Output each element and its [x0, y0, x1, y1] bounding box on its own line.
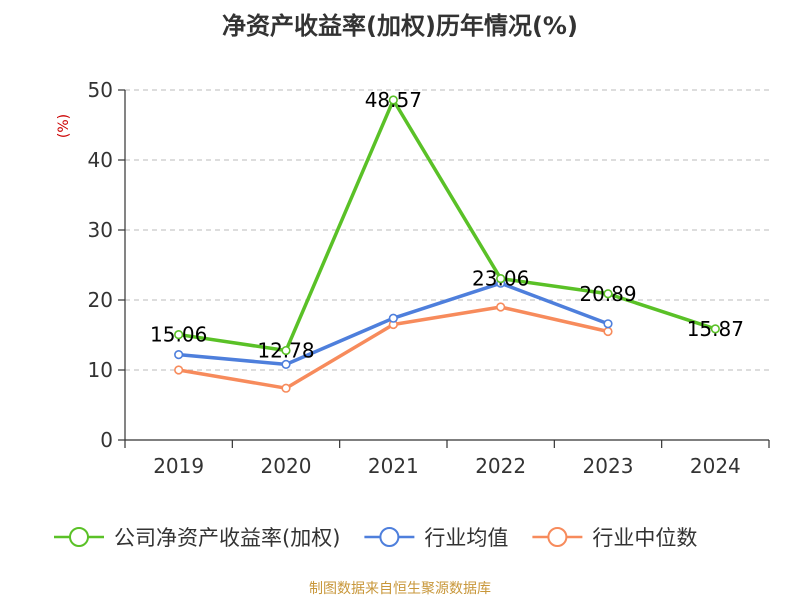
x-tick-label: 2021	[368, 454, 419, 478]
data-point	[388, 95, 398, 105]
data-label: 15.06	[150, 323, 207, 347]
x-tick-label: 2019	[153, 454, 204, 478]
series-line	[178, 98, 716, 353]
data-point	[281, 345, 291, 356]
data-point	[496, 273, 506, 284]
legend-label: 行业中位数	[592, 526, 697, 550]
grid-lines	[125, 89, 769, 371]
data-point	[281, 359, 291, 370]
data-point	[281, 383, 291, 393]
data-point	[174, 329, 184, 340]
data-label: 12.78	[257, 339, 314, 363]
axes: 0 10 20 30 40 50 2019 2020 2021 2022 2023 2024	[88, 78, 770, 478]
y-tick-label: 0	[100, 428, 113, 452]
chart-title: 净资产收益率(加权)历年情况(%)	[222, 12, 578, 40]
legend-label: 公司净资产收益率(加权)	[114, 526, 340, 550]
source-footer: 制图数据来自恒生聚源数据库	[309, 581, 491, 597]
y-tick-label: 10	[88, 358, 113, 382]
legend-marker	[379, 527, 400, 547]
data-point	[603, 319, 613, 329]
data-label: 23.06	[472, 267, 529, 291]
data-label: 48.57	[365, 88, 422, 112]
series-lines	[174, 95, 720, 393]
data-point	[174, 365, 184, 375]
x-tick-label: 2022	[475, 454, 526, 478]
data-label: 15.87	[687, 317, 744, 341]
data-label: 20.89	[579, 282, 636, 306]
data-point	[174, 350, 184, 360]
data-point	[388, 313, 398, 323]
legend: 公司净资产收益率(加权) 行业均值 行业中位数	[54, 526, 697, 550]
y-axis-label: (%)	[56, 114, 72, 138]
y-tick-label: 50	[88, 78, 113, 102]
data-point	[496, 302, 506, 312]
data-point	[603, 326, 613, 337]
data-point	[603, 289, 613, 299]
legend-marker	[69, 527, 89, 547]
x-tick-label: 2024	[690, 454, 741, 478]
legend-marker	[547, 527, 568, 547]
data-labels: 15.06 12.78 48.57 23.06 20.89 15.87	[150, 88, 744, 363]
x-tick-label: 2023	[583, 454, 634, 478]
y-tick-label: 30	[88, 218, 113, 242]
y-tick-label: 20	[88, 288, 113, 312]
y-tick-label: 40	[88, 148, 113, 172]
data-point	[710, 324, 720, 334]
x-tick-label: 2020	[261, 454, 312, 478]
legend-label: 行业均值	[424, 526, 508, 550]
